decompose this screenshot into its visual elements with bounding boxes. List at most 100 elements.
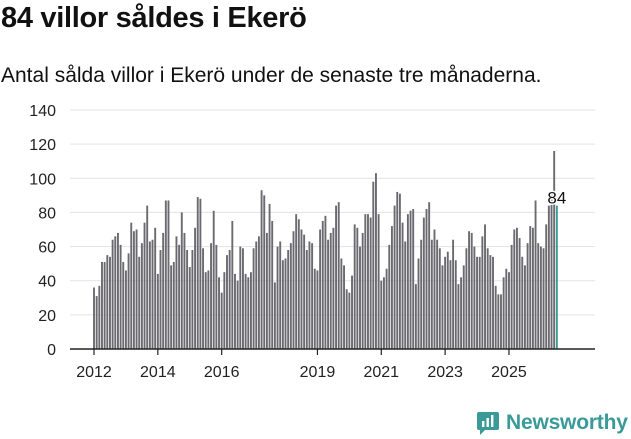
bar	[111, 239, 114, 349]
bar	[257, 236, 260, 349]
bar	[167, 200, 170, 349]
bar	[268, 203, 271, 349]
bar	[305, 249, 308, 349]
bar	[207, 270, 210, 349]
bar	[460, 277, 463, 349]
bar	[162, 232, 165, 349]
newsworthy-logo-icon	[477, 412, 499, 435]
bar	[202, 248, 205, 349]
bar	[345, 289, 348, 349]
x-tick-label: 2019	[300, 364, 336, 381]
bar	[170, 265, 173, 349]
bar	[127, 253, 130, 349]
bar	[518, 238, 521, 349]
bar	[508, 272, 510, 349]
chart-subtitle: Antal sålda villor i Ekerö under de sena…	[1, 64, 542, 87]
bar	[146, 205, 149, 349]
x-tick-label: 2012	[76, 364, 112, 381]
bar	[500, 294, 502, 349]
bar	[313, 268, 316, 349]
bar	[164, 200, 167, 349]
bar	[103, 261, 106, 349]
bar	[210, 243, 212, 349]
bar	[462, 265, 465, 349]
bar	[289, 243, 292, 349]
bar	[369, 217, 372, 349]
bar	[454, 260, 457, 349]
bar	[101, 261, 103, 349]
bar	[409, 210, 412, 349]
bar	[547, 205, 550, 349]
bar	[515, 227, 518, 349]
bar	[252, 248, 255, 349]
bar	[478, 256, 481, 349]
bar	[542, 248, 545, 349]
x-tick-label: 2023	[427, 364, 463, 381]
bar	[281, 260, 284, 349]
bar	[382, 277, 385, 349]
x-tick-label: 2014	[140, 364, 176, 381]
bar	[537, 243, 540, 349]
bar	[449, 260, 452, 349]
bar	[476, 256, 478, 349]
bar	[375, 173, 377, 349]
bar	[122, 261, 125, 349]
bar	[529, 226, 532, 349]
bar	[359, 246, 361, 349]
bar	[228, 249, 231, 349]
bar	[140, 243, 143, 349]
brand-logo: Newsworthy	[476, 408, 628, 438]
y-tick-label: 60	[38, 240, 56, 257]
bar	[486, 248, 489, 349]
bar	[98, 285, 101, 349]
bar	[188, 267, 191, 349]
bar	[308, 241, 311, 349]
bar	[183, 232, 186, 349]
bar	[396, 191, 399, 349]
bar	[303, 234, 306, 349]
bar	[178, 244, 181, 349]
bar	[465, 248, 468, 349]
bar	[223, 272, 226, 349]
bar	[116, 232, 119, 349]
y-tick-label: 40	[38, 274, 56, 291]
bar	[196, 197, 199, 349]
bar	[93, 287, 95, 349]
bar	[324, 215, 327, 349]
bar	[398, 193, 401, 349]
bar	[151, 239, 154, 349]
bar	[212, 210, 215, 349]
bar	[550, 191, 553, 349]
bar	[351, 275, 353, 349]
bar	[412, 209, 415, 349]
y-tick-label: 140	[29, 103, 56, 120]
bar	[430, 239, 433, 349]
annotation-label: 84	[547, 189, 566, 208]
bar	[226, 255, 228, 349]
bar	[191, 249, 194, 349]
bar	[348, 292, 351, 349]
x-tick-label: 2025	[491, 364, 527, 381]
x-tick-label: 2016	[204, 364, 240, 381]
bar	[265, 232, 268, 349]
bar	[470, 232, 473, 349]
bar	[502, 277, 505, 349]
bar	[497, 294, 500, 349]
bar	[433, 229, 436, 349]
bar	[553, 150, 556, 349]
bar	[473, 246, 476, 349]
bar	[218, 277, 220, 349]
bar	[186, 249, 189, 349]
bar	[513, 229, 516, 349]
bar	[523, 265, 526, 349]
bar	[436, 239, 439, 349]
bar	[492, 256, 494, 349]
bar	[130, 222, 133, 349]
bar	[239, 246, 242, 349]
bar	[292, 231, 295, 349]
bar	[159, 249, 162, 349]
bar	[531, 227, 534, 349]
bar	[204, 272, 207, 349]
y-tick-label: 100	[29, 171, 56, 188]
